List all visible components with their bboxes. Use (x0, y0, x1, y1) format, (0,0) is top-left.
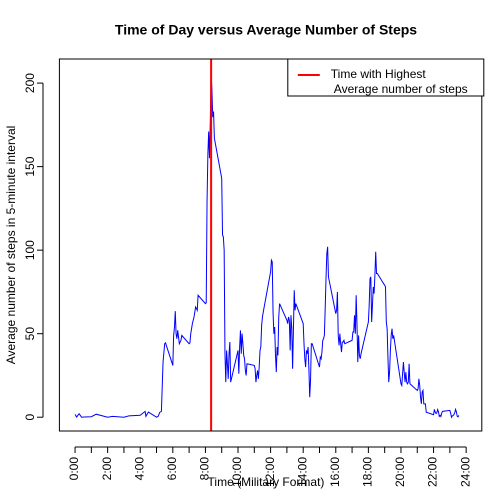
chart-title: Time of Day versus Average Number of Ste… (115, 22, 417, 38)
y-tick-label: 0 (23, 414, 37, 421)
legend-label: Time with Highest (331, 67, 427, 81)
y-tick-label: 150 (23, 156, 37, 176)
x-tick-label: 20:00 (393, 457, 407, 487)
x-tick-label: 2:00 (100, 457, 114, 481)
legend-box (287, 58, 485, 97)
legend-label: Average number of steps (334, 82, 468, 96)
y-axis-label: Average number of steps in 5-minute inte… (4, 126, 18, 365)
plot-box (58, 58, 483, 432)
x-tick-label: 8:00 (198, 457, 212, 481)
x-tick-label: 10:00 (230, 457, 244, 487)
y-tick-label: 50 (23, 327, 37, 341)
x-tick-label: 4:00 (132, 457, 146, 481)
x-tick-label: 22:00 (426, 457, 440, 487)
x-tick-label: 18:00 (361, 457, 375, 487)
y-tick-label: 200 (23, 73, 37, 93)
data-line (74, 73, 460, 419)
x-tick-label: 12:00 (263, 457, 277, 487)
x-tick-label: 6:00 (165, 457, 179, 481)
y-tick-label: 100 (23, 240, 37, 260)
x-axis-label: Time (Military Format) (208, 475, 325, 489)
x-tick-label: 14:00 (295, 457, 309, 487)
x-tick-label: 0:00 (67, 457, 81, 481)
x-tick-label: 24:00 (458, 457, 472, 487)
x-tick-label: 16:00 (328, 457, 342, 487)
